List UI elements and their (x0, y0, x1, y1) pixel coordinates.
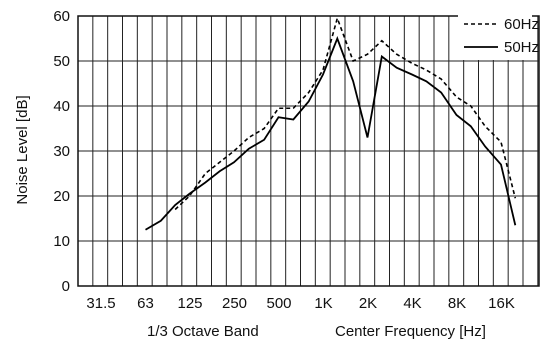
plot-frame (77, 15, 540, 287)
y-axis-title: Noise Level [dB] (14, 95, 31, 204)
y-tick-label: 0 (62, 278, 70, 295)
legend-label-50hz: 50Hz (504, 39, 539, 56)
legend-label-60hz: 60Hz (504, 16, 539, 33)
x-axis-title-left: 1/3 Octave Band (147, 323, 259, 340)
x-tick-label: 500 (266, 295, 291, 312)
x-tick-label: 4K (403, 295, 421, 312)
chart-grid (78, 16, 539, 286)
x-tick-label: 31.5 (86, 295, 115, 312)
y-tick-label: 40 (53, 98, 70, 115)
y-tick-labels: 0 10 20 30 40 50 60 (53, 8, 70, 295)
series-line-60hz (174, 15, 517, 211)
x-tick-label: 1K (314, 295, 332, 312)
x-tick-label: 16K (488, 295, 515, 312)
y-tick-label: 30 (53, 143, 70, 160)
y-tick-label: 10 (53, 233, 70, 250)
x-tick-label: 63 (137, 295, 154, 312)
chart-series-layer (145, 15, 517, 231)
x-tick-label: 250 (222, 295, 247, 312)
y-tick-label: 20 (53, 188, 70, 205)
series-line-50hz (145, 35, 517, 231)
x-tick-labels: 31.5 63 125 250 500 1K 2K 4K 8K 16K (86, 295, 514, 312)
legend: 60Hz 50Hz (458, 11, 539, 60)
y-tick-label: 50 (53, 53, 70, 70)
x-tick-label: 2K (359, 295, 377, 312)
x-axis-title-right: Center Frequency [Hz] (335, 323, 486, 340)
x-tick-label: 8K (448, 295, 466, 312)
y-tick-label: 60 (53, 8, 70, 25)
legend-box (458, 11, 532, 60)
x-tick-label: 125 (177, 295, 202, 312)
